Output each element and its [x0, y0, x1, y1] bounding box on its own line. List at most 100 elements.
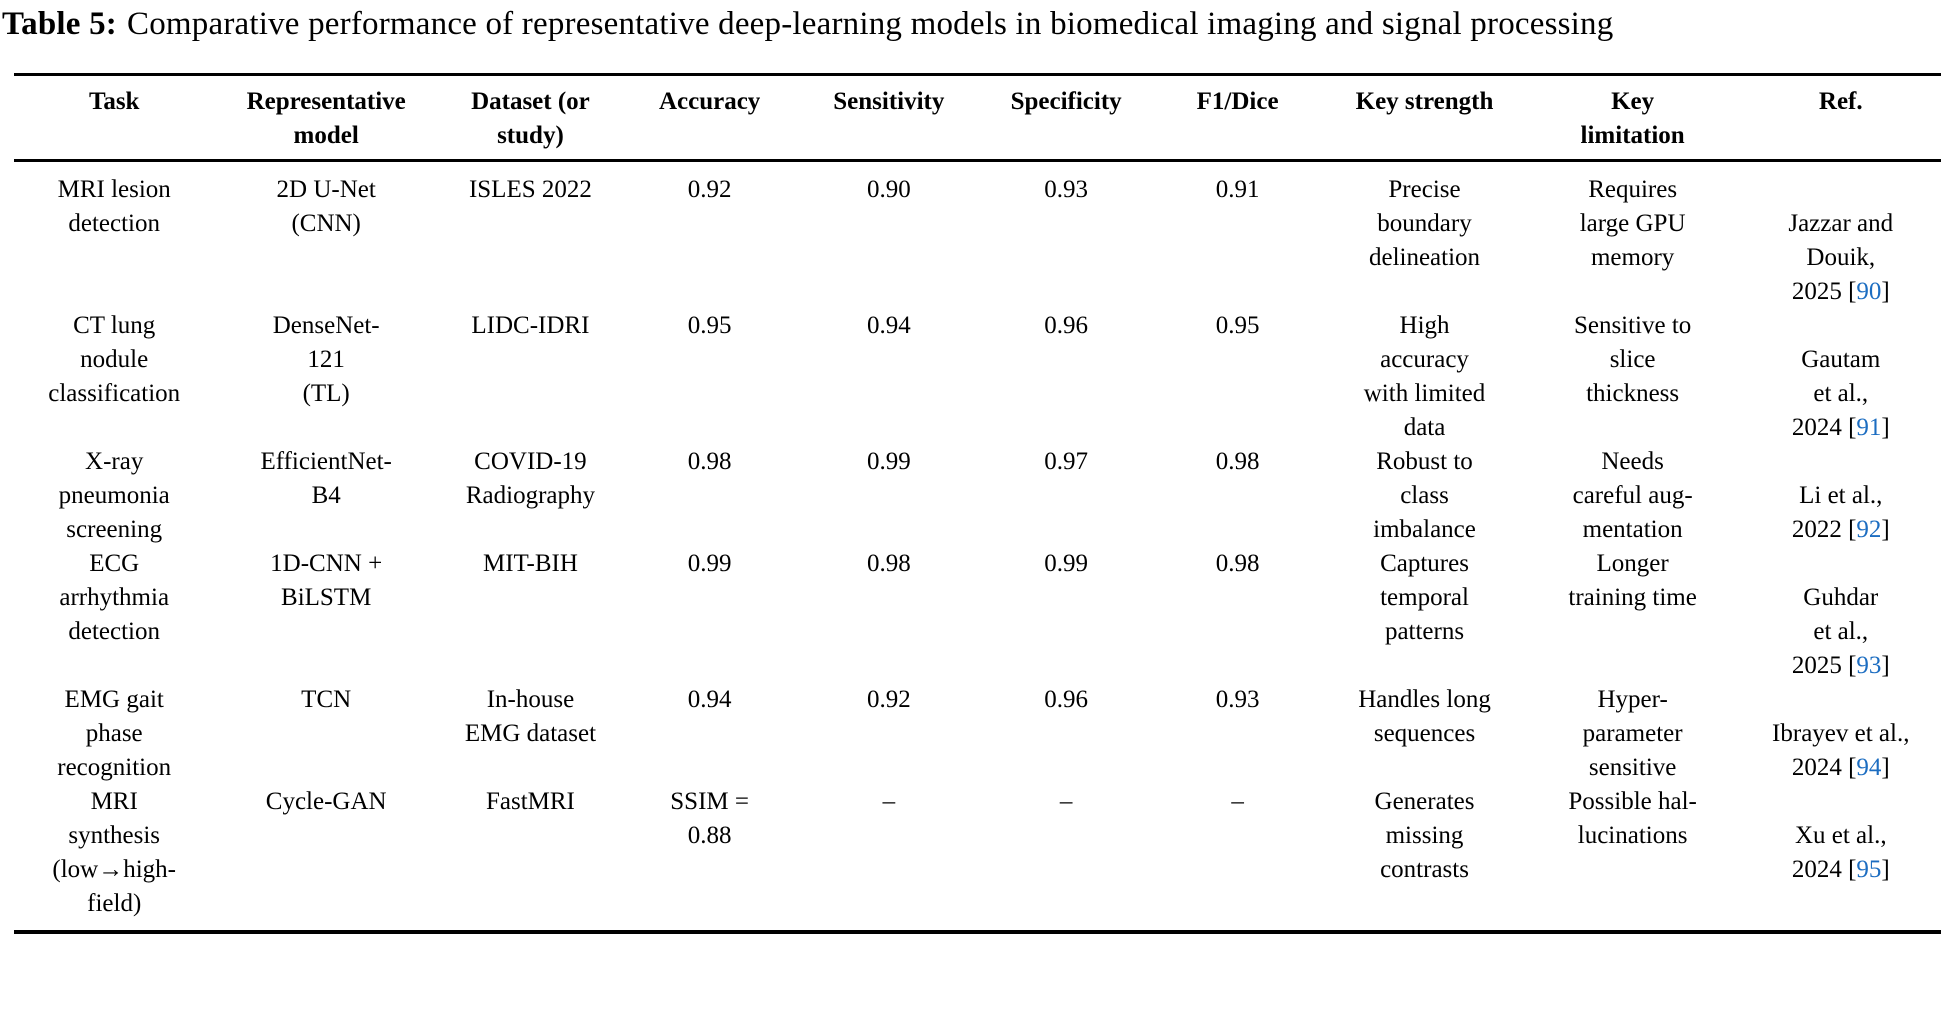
- cell-sensitivity: 0.92: [866, 686, 911, 714]
- column-header: Specificity: [1010, 88, 1122, 116]
- reference-text: Guhdar et al., 2025: [1791, 584, 1879, 680]
- bracket-close: ]: [1881, 278, 1890, 306]
- cell-sensitivity: 0.94: [866, 312, 911, 340]
- column-header: Key limitation: [1580, 88, 1685, 150]
- cell-key-strength: Handles long sequences: [1358, 686, 1491, 748]
- citation-link[interactable]: 90: [1856, 278, 1882, 306]
- cell-ref: Ibrayev et al., 2024 [94]: [1741, 683, 1941, 785]
- cell-key-strength: Captures temporal patterns: [1380, 550, 1469, 646]
- cell-model: TCN: [301, 686, 352, 714]
- cell-dataset: COVID-19 Radiography: [465, 448, 595, 510]
- bracket-close: ]: [1881, 652, 1890, 680]
- cell-specificity: 0.96: [1044, 686, 1088, 714]
- column-header: Representative model: [246, 88, 406, 150]
- cell-specificity: 0.97: [1044, 448, 1088, 476]
- reference-text: Ibrayev et al., 2024: [1772, 720, 1910, 782]
- table-row: ECG arrhythmia detection 1D-CNN + BiLSTM…: [14, 547, 1941, 683]
- column-header: Dataset (or study): [471, 88, 590, 150]
- cell-model: EfficientNet- B4: [260, 448, 392, 510]
- cell-task: MRI synthesis (low→high- field): [52, 788, 176, 918]
- cell-key-strength: Robust to class imbalance: [1373, 448, 1476, 544]
- bracket-close: ]: [1881, 516, 1890, 544]
- cell-task: X-ray pneumonia screening: [58, 448, 170, 544]
- reference-text: Gautam et al., 2024: [1791, 346, 1881, 442]
- citation-link[interactable]: 91: [1856, 414, 1882, 442]
- cell-task: CT lung nodule classification: [48, 312, 181, 408]
- bracket-open: [: [1848, 516, 1857, 544]
- cell-f1-dice: 0.95: [1215, 312, 1260, 340]
- citation-link[interactable]: 92: [1856, 516, 1882, 544]
- reference-text: Jazzar and Douik, 2025: [1788, 210, 1894, 306]
- bracket-open: [: [1848, 754, 1857, 782]
- cell-specificity: –: [1059, 788, 1073, 816]
- cell-task: MRI lesion detection: [57, 176, 171, 238]
- column-header: Task: [88, 88, 140, 116]
- cell-ref: Xu et al., 2024 [95]: [1741, 785, 1941, 932]
- column-header: Sensitivity: [833, 88, 945, 116]
- cell-accuracy: 0.94: [687, 686, 732, 714]
- cell-specificity: 0.96: [1044, 312, 1088, 340]
- cell-key-strength: Generates missing contrasts: [1374, 788, 1475, 884]
- cell-sensitivity: 0.98: [866, 550, 911, 578]
- table-row: MRI synthesis (low→high- field) Cycle-GA…: [14, 785, 1941, 932]
- cell-f1-dice: 0.98: [1215, 550, 1260, 578]
- table-caption-text: Comparative performance of representativ…: [127, 6, 1614, 42]
- cell-key-strength: High accuracy with limited data: [1363, 312, 1486, 442]
- header-row: Task Representative model Dataset (or stud…: [14, 75, 1941, 161]
- table-caption: Table 5: Comparative performance of repre…: [0, 0, 1956, 45]
- table-row: EMG gait phase recognition TCN In-house …: [14, 683, 1941, 785]
- bracket-close: ]: [1881, 856, 1890, 884]
- cell-key-limitation: Sensitive to slice thickness: [1573, 312, 1692, 408]
- reference-text: Xu et al., 2024: [1791, 822, 1887, 884]
- cell-sensitivity: 0.90: [866, 176, 911, 204]
- table-body: MRI lesion detection 2D U-Net (CNN) ISLE…: [14, 161, 1941, 933]
- cell-key-limitation: Possible hal- lucinations: [1568, 788, 1697, 850]
- cell-model: Cycle-GAN: [265, 788, 387, 816]
- cell-dataset: FastMRI: [485, 788, 575, 816]
- table-row: CT lung nodule classification DenseNet- …: [14, 309, 1941, 445]
- cell-accuracy: 0.95: [687, 312, 732, 340]
- reference-text: Li et al., 2022: [1791, 482, 1883, 544]
- bracket-open: [: [1848, 278, 1857, 306]
- bracket-open: [: [1848, 652, 1857, 680]
- cell-f1-dice: 0.93: [1215, 686, 1260, 714]
- citation-link[interactable]: 93: [1856, 652, 1882, 680]
- cell-key-strength: Precise boundary delineation: [1368, 176, 1481, 272]
- cell-dataset: MIT-BIH: [482, 550, 578, 578]
- cell-key-limitation: Hyper- parameter sensitive: [1582, 686, 1683, 782]
- bracket-open: [: [1848, 414, 1857, 442]
- bracket-close: ]: [1881, 754, 1890, 782]
- cell-accuracy: 0.99: [687, 550, 732, 578]
- bracket-close: ]: [1881, 414, 1890, 442]
- cell-ref: Gautam et al., 2024 [91]: [1741, 309, 1941, 445]
- cell-key-limitation: Requires large GPU memory: [1579, 176, 1686, 272]
- cell-accuracy: SSIM = 0.88: [670, 788, 749, 850]
- cell-task: ECG arrhythmia detection: [59, 550, 170, 646]
- column-header: F1/Dice: [1196, 88, 1279, 116]
- column-header: Accuracy: [658, 88, 761, 116]
- comparative-performance-table: Task Representative model Dataset (or stud…: [14, 73, 1941, 935]
- cell-dataset: LIDC-IDRI: [471, 312, 590, 340]
- cell-ref: Jazzar and Douik, 2025 [90]: [1741, 161, 1941, 310]
- cell-accuracy: 0.98: [687, 448, 732, 476]
- column-header: Key strength: [1355, 88, 1494, 116]
- cell-f1-dice: 0.91: [1215, 176, 1260, 204]
- cell-f1-dice: –: [1231, 788, 1244, 816]
- table-caption-label: Table 5:: [2, 6, 117, 42]
- cell-specificity: 0.99: [1044, 550, 1088, 578]
- table-row: X-ray pneumonia screening EfficientNet- …: [14, 445, 1941, 547]
- citation-link[interactable]: 95: [1856, 856, 1882, 884]
- cell-task: EMG gait phase recognition: [57, 686, 172, 782]
- cell-model: 1D-CNN + BiLSTM: [270, 550, 383, 612]
- cell-accuracy: 0.92: [687, 176, 732, 204]
- cell-sensitivity: –: [882, 788, 896, 816]
- cell-key-limitation: Longer training time: [1568, 550, 1697, 612]
- cell-ref: Guhdar et al., 2025 [93]: [1741, 547, 1941, 683]
- cell-f1-dice: 0.98: [1215, 448, 1260, 476]
- bracket-open: [: [1848, 856, 1857, 884]
- citation-link[interactable]: 94: [1856, 754, 1882, 782]
- cell-ref: Li et al., 2022 [92]: [1741, 445, 1941, 547]
- table-row: MRI lesion detection 2D U-Net (CNN) ISLE…: [14, 161, 1941, 310]
- cell-model: DenseNet- 121 (TL): [272, 312, 380, 408]
